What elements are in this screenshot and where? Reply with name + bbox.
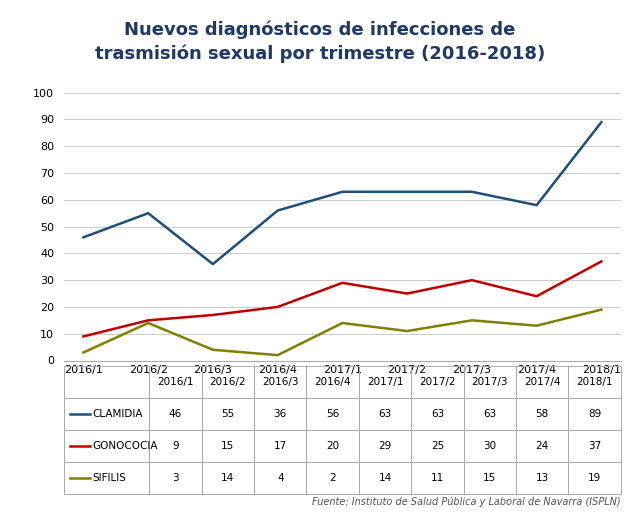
Text: 20: 20 — [326, 441, 339, 451]
Bar — [149, 430, 202, 462]
Text: 56: 56 — [326, 409, 339, 419]
Bar — [64, 430, 149, 462]
Bar — [64, 398, 149, 430]
Text: 14: 14 — [378, 473, 392, 483]
Text: 37: 37 — [588, 441, 601, 451]
Bar — [463, 366, 516, 398]
Text: 15: 15 — [221, 441, 234, 451]
Bar — [307, 462, 359, 494]
Bar — [202, 366, 254, 398]
Text: 9: 9 — [172, 441, 179, 451]
Text: 19: 19 — [588, 473, 601, 483]
Bar — [463, 430, 516, 462]
Text: 63: 63 — [431, 409, 444, 419]
Bar — [568, 462, 621, 494]
Text: 14: 14 — [221, 473, 234, 483]
Bar — [568, 430, 621, 462]
Bar — [254, 430, 307, 462]
Bar — [202, 430, 254, 462]
Text: SIFILIS: SIFILIS — [92, 473, 126, 483]
Text: 2017/2: 2017/2 — [419, 377, 456, 387]
Text: GONOCOCIA: GONOCOCIA — [92, 441, 158, 451]
Text: 4: 4 — [277, 473, 284, 483]
Text: 3: 3 — [172, 473, 179, 483]
Text: 30: 30 — [483, 441, 497, 451]
Text: 63: 63 — [483, 409, 497, 419]
Bar — [307, 398, 359, 430]
Bar — [516, 462, 568, 494]
Text: 2: 2 — [330, 473, 336, 483]
Text: 89: 89 — [588, 409, 601, 419]
Text: 2018/1: 2018/1 — [577, 377, 613, 387]
Bar — [359, 430, 412, 462]
Bar — [254, 398, 307, 430]
Bar — [149, 366, 202, 398]
Bar — [149, 398, 202, 430]
Bar — [149, 462, 202, 494]
Text: 29: 29 — [378, 441, 392, 451]
Text: 25: 25 — [431, 441, 444, 451]
Text: 2016/4: 2016/4 — [314, 377, 351, 387]
Bar — [516, 430, 568, 462]
Bar — [412, 430, 463, 462]
Text: 2017/4: 2017/4 — [524, 377, 561, 387]
Bar — [64, 366, 149, 398]
Text: Nuevos diagnósticos de infecciones de
trasmisión sexual por trimestre (2016-2018: Nuevos diagnósticos de infecciones de tr… — [95, 21, 545, 63]
Bar — [359, 398, 412, 430]
Bar — [412, 366, 463, 398]
Text: 2017/1: 2017/1 — [367, 377, 403, 387]
Text: 2016/2: 2016/2 — [210, 377, 246, 387]
Text: 24: 24 — [536, 441, 549, 451]
Bar — [516, 398, 568, 430]
Bar — [463, 398, 516, 430]
Text: 13: 13 — [536, 473, 549, 483]
Text: 63: 63 — [378, 409, 392, 419]
Text: 2017/3: 2017/3 — [472, 377, 508, 387]
Bar — [307, 430, 359, 462]
Bar — [412, 398, 463, 430]
Text: 11: 11 — [431, 473, 444, 483]
Text: 2016/3: 2016/3 — [262, 377, 298, 387]
Text: 15: 15 — [483, 473, 497, 483]
Text: 17: 17 — [274, 441, 287, 451]
Text: 36: 36 — [274, 409, 287, 419]
Bar — [412, 462, 463, 494]
Text: Fuente: Instituto de Salud Pública y Laboral de Navarra (ISPLN): Fuente: Instituto de Salud Pública y Lab… — [312, 497, 621, 507]
Bar — [64, 462, 149, 494]
Text: 2016/1: 2016/1 — [157, 377, 194, 387]
Bar — [516, 366, 568, 398]
Bar — [202, 398, 254, 430]
Bar — [254, 462, 307, 494]
Bar — [202, 462, 254, 494]
Text: 46: 46 — [169, 409, 182, 419]
Bar — [568, 366, 621, 398]
Bar — [359, 462, 412, 494]
Bar — [568, 398, 621, 430]
Bar — [463, 462, 516, 494]
Text: CLAMIDIA: CLAMIDIA — [92, 409, 143, 419]
Text: 58: 58 — [536, 409, 549, 419]
Bar — [359, 366, 412, 398]
Text: 55: 55 — [221, 409, 234, 419]
Bar — [307, 366, 359, 398]
Bar — [254, 366, 307, 398]
